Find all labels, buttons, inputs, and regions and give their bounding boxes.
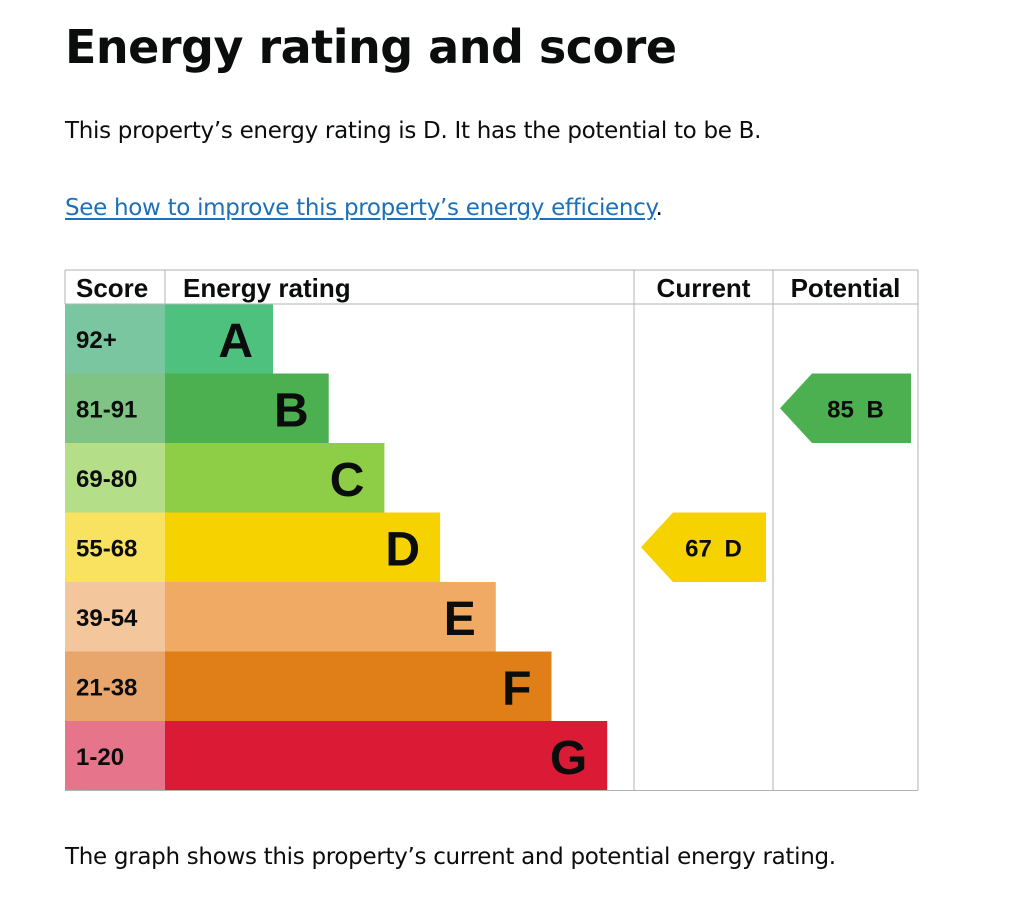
rating-letter: D xyxy=(385,523,420,576)
rating-bar-d xyxy=(165,512,441,582)
energy-rating-column-header: Energy rating xyxy=(183,273,351,303)
score-cell-f xyxy=(65,651,165,721)
potential-column-header: Potential xyxy=(791,273,901,303)
rating-letter: E xyxy=(444,593,476,646)
rating-letter: F xyxy=(502,662,531,715)
score-range-label: 92+ xyxy=(76,327,117,354)
rating-bar-e xyxy=(165,582,496,652)
score-range-label: 21-38 xyxy=(76,674,137,701)
rating-letter: C xyxy=(330,454,365,507)
rating-bar-f xyxy=(165,651,552,721)
rating-bar-b xyxy=(165,373,329,443)
rating-bar-g xyxy=(165,721,608,791)
rating-bar-a xyxy=(165,304,273,374)
score-cell-c xyxy=(65,443,165,513)
score-cell-d xyxy=(65,512,165,582)
potential-rating-label: 85 B xyxy=(827,396,884,423)
score-cell-a xyxy=(65,304,165,374)
score-range-label: 55-68 xyxy=(76,535,137,562)
score-cell-e xyxy=(65,582,165,652)
score-range-label: 81-91 xyxy=(76,396,137,423)
rating-bar-c xyxy=(165,443,385,513)
score-range-label: 39-54 xyxy=(76,605,138,632)
current-rating-label: 67 D xyxy=(685,535,742,562)
score-cell-b xyxy=(65,373,165,443)
link-suffix: . xyxy=(655,195,663,221)
rating-summary: This property’s energy rating is D. It h… xyxy=(65,118,762,144)
score-range-label: 1-20 xyxy=(76,744,124,771)
rating-letter: A xyxy=(218,315,253,368)
improve-efficiency-link[interactable]: See how to improve this property’s energ… xyxy=(65,195,656,221)
potential-rating-arrow xyxy=(780,373,911,443)
current-rating-arrow xyxy=(641,512,766,582)
current-column-header: Current xyxy=(657,273,751,303)
page-title: Energy rating and score xyxy=(65,20,677,74)
chart-caption: The graph shows this property’s current … xyxy=(65,844,836,870)
score-range-label: 69-80 xyxy=(76,466,137,493)
score-cell-g xyxy=(65,721,165,791)
rating-letter: G xyxy=(550,732,587,785)
score-column-header: Score xyxy=(76,273,148,303)
rating-letter: B xyxy=(274,384,309,437)
improve-link-paragraph: See how to improve this property’s energ… xyxy=(65,195,663,221)
